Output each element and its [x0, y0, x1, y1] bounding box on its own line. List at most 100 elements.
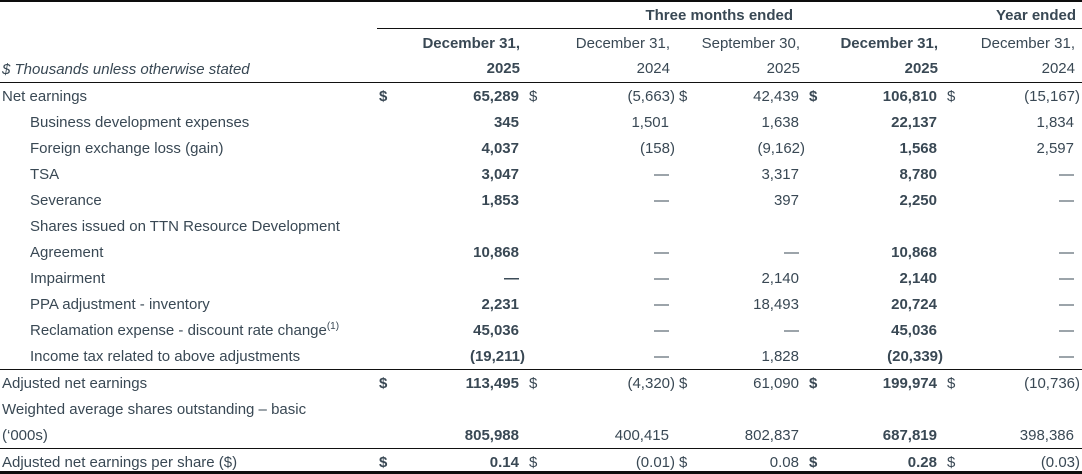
cell-value: 1,638: [761, 113, 799, 131]
value-cell: 3,047: [377, 166, 527, 183]
cell-value: —: [504, 269, 519, 287]
cell-value: (5,663): [627, 87, 675, 105]
cell-value: —: [654, 269, 669, 287]
row-label: Shares issued on TTN Resource Developmen…: [30, 217, 340, 235]
value-cell: —: [527, 296, 677, 313]
currency-symbol: $: [947, 87, 956, 105]
value-cell: $ (0.01): [527, 454, 677, 471]
value-cell: 2,597: [945, 140, 1082, 157]
cell-value: (10,736): [1024, 374, 1080, 392]
value-cell: —: [945, 192, 1082, 209]
row-label: Foreign exchange loss (gain): [30, 139, 224, 157]
cell-value: 2,140: [899, 269, 937, 287]
value-cell: $ (4,320): [527, 375, 677, 392]
value-cell: —: [945, 348, 1082, 365]
row-label: Net earnings: [2, 87, 88, 105]
cell-value: (0.01): [635, 453, 675, 471]
value-cell: —: [945, 322, 1082, 339]
cell-value: 2,231: [481, 295, 519, 313]
cell-value: 3,047: [481, 165, 519, 183]
table-body: Net earnings $65,289 $ (5,663) $42,439 $106,8…: [0, 83, 1082, 471]
currency-symbol: $: [529, 87, 538, 105]
cell-value: —: [654, 347, 669, 365]
unit-note: $ Thousands unless otherwise stated: [2, 61, 250, 78]
row-label: Severance: [30, 191, 102, 209]
cell-value: 687,819: [882, 426, 937, 444]
cell-value: 0.28: [907, 453, 937, 471]
value-cell: (158): [527, 140, 677, 157]
value-cell: 10,868: [377, 244, 527, 261]
table-row: Foreign exchange loss (gain) 4,037 (158) (9…: [0, 135, 1082, 161]
cell-value: 0.14: [489, 453, 519, 471]
value-cell: 1,828: [677, 348, 807, 365]
column-headers: December 31, 2025 December 31, 2024 Septembe…: [377, 31, 1082, 82]
cell-value: —: [784, 321, 799, 339]
value-cell: 345: [377, 114, 527, 131]
value-cell: $113,495: [377, 375, 527, 392]
currency-symbol: $: [679, 374, 688, 392]
cell-value: 398,386: [1019, 426, 1074, 444]
value-cell: $199,974: [807, 375, 945, 392]
value-cell: $106,810: [807, 88, 945, 105]
value-cell: 3,317: [677, 166, 807, 183]
currency-symbol: $: [529, 374, 538, 392]
column-header-0: December 31, 2025: [422, 35, 520, 77]
table-row: Adjusted net earnings $113,495 $ (4,320) $61…: [0, 369, 1082, 396]
value-cell: 2,140: [807, 270, 945, 287]
currency-symbol: $: [379, 87, 388, 105]
cell-value: (0.03): [1040, 453, 1080, 471]
cell-value: 65,289: [473, 87, 519, 105]
cell-value: 2,597: [1036, 139, 1074, 157]
cell-value: 1,501: [631, 113, 669, 131]
value-cell: 805,988: [377, 427, 527, 444]
table-row: Impairment — — 2,140 2,140 —: [0, 265, 1082, 291]
value-cell: (20,339): [807, 348, 945, 365]
cell-value: —: [654, 191, 669, 209]
cell-value: 2,140: [761, 269, 799, 287]
table-row: PPA adjustment - inventory 2,231 — 18,493 20…: [0, 291, 1082, 317]
table-row: Net earnings $65,289 $ (5,663) $42,439 $106,8…: [0, 83, 1082, 109]
value-cell: —: [677, 244, 807, 261]
value-cell: $ (15,167): [945, 88, 1082, 105]
value-cell: —: [527, 348, 677, 365]
table-row: Business development expenses 345 1,501 1,6…: [0, 109, 1082, 135]
value-cell: $0.14: [377, 454, 527, 471]
cell-value: 802,837: [744, 426, 799, 444]
value-cell: 1,834: [945, 114, 1082, 131]
cell-value: 22,137: [891, 113, 937, 131]
row-label: Weighted average shares outstanding – ba…: [2, 400, 307, 418]
cell-value: —: [654, 165, 669, 183]
value-cell: —: [945, 166, 1082, 183]
value-cell: $65,289: [377, 88, 527, 105]
row-label: Impairment: [30, 269, 106, 287]
value-cell: —: [527, 166, 677, 183]
value-cell: 8,780: [807, 166, 945, 183]
value-cell: 2,140: [677, 270, 807, 287]
row-label: Reclamation expense - discount rate chan…: [30, 320, 340, 339]
column-header-3: December 31, 2025: [840, 35, 938, 77]
row-label: Agreement: [30, 243, 104, 261]
cell-value: (15,167): [1024, 87, 1080, 105]
value-cell: —: [527, 322, 677, 339]
row-label: PPA adjustment - inventory: [30, 295, 210, 313]
cell-value: —: [1059, 321, 1074, 339]
currency-symbol: $: [947, 453, 956, 471]
value-cell: 397: [677, 192, 807, 209]
currency-symbol: $: [809, 87, 818, 105]
cell-value: 0.08: [769, 453, 799, 471]
cell-value: 400,415: [614, 426, 669, 444]
cell-value: —: [1059, 269, 1074, 287]
currency-symbol: $: [379, 453, 388, 471]
value-cell: 45,036: [807, 322, 945, 339]
cell-value: —: [1059, 295, 1074, 313]
currency-symbol: $: [809, 374, 818, 392]
footnote-marker: (1): [326, 320, 340, 332]
cell-value: 397: [773, 191, 799, 209]
value-cell: —: [527, 192, 677, 209]
cell-value: 805,988: [464, 426, 519, 444]
value-cell: $ (0.03): [945, 454, 1082, 471]
cell-value: 1,568: [899, 139, 937, 157]
value-cell: 18,493: [677, 296, 807, 313]
value-cell: 2,231: [377, 296, 527, 313]
